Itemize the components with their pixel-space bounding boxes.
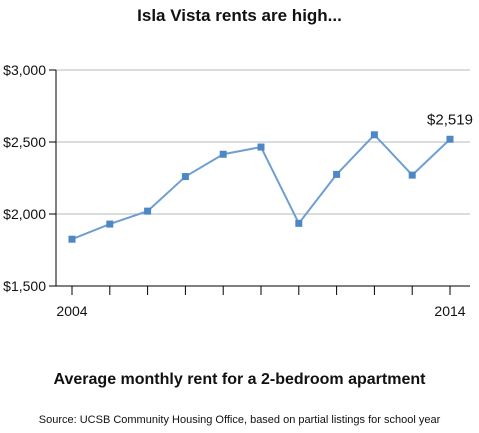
data-points (68, 131, 454, 243)
data-label-last: $2,519 (427, 111, 473, 128)
data-point-2011 (333, 170, 341, 178)
chart-subtitle: Average monthly rent for a 2-bedroom apa… (53, 371, 426, 388)
x-tick-label-last: 2014 (434, 303, 465, 319)
y-tick-label-3000: $3,000 (3, 62, 46, 78)
data-point-2008 (219, 150, 227, 158)
data-point-2010 (295, 219, 303, 227)
y-tick-labels: $1,500 $2,000 $2,500 $3,000 (3, 62, 46, 294)
data-point-2012 (370, 131, 378, 139)
data-point-2006 (144, 207, 152, 215)
y-tick-label-1500: $1,500 (3, 278, 46, 294)
annotations: $2,519 (427, 111, 473, 128)
data-point-2009 (257, 143, 265, 151)
data-point-2005 (106, 220, 114, 228)
axes (49, 69, 470, 295)
source-note: Source: UCSB Community Housing Office, b… (38, 414, 441, 426)
data-point-2014 (446, 135, 454, 143)
data-point-2013 (408, 171, 416, 179)
x-tick-labels: 2004 2014 (56, 303, 465, 319)
grid-lines (56, 69, 470, 215)
data-point-2007 (181, 173, 189, 181)
y-tick-label-2500: $2,500 (3, 134, 46, 150)
data-point-2004 (68, 235, 76, 243)
y-tick-label-2000: $2,000 (3, 206, 46, 222)
x-tick-label-first: 2004 (56, 303, 87, 319)
chart-title: Isla Vista rents are high... (137, 6, 342, 25)
